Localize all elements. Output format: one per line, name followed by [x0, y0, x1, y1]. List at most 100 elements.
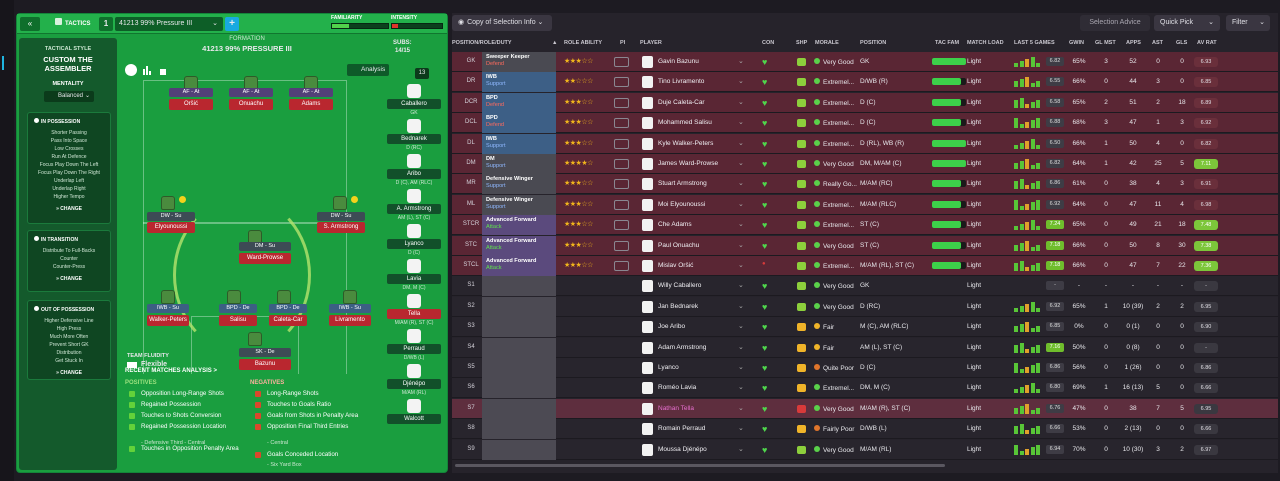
player-instructions-button[interactable] [614, 77, 629, 88]
table-row[interactable]: S9 Moussa Djénépo ⌄ ♥ Very Good M/AM (RL) Ligh… [452, 439, 1278, 460]
chevron-down-icon[interactable]: ⌄ [738, 58, 744, 65]
sk-role[interactable]: SK - De [239, 348, 291, 357]
af2-role[interactable]: AF - At [229, 88, 273, 97]
table-row[interactable]: DCR BPD Defend ★★★☆☆ Duje Caleta-Car ⌄ ♥ Extrem… [452, 92, 1278, 113]
chevron-down-icon[interactable]: ⌄ [738, 180, 744, 188]
role-duty-select[interactable]: BPD Defend [482, 113, 556, 134]
player-instructions-button[interactable] [614, 199, 629, 210]
chevron-down-icon[interactable]: ⌄ [738, 445, 744, 453]
dw-left-role[interactable]: DW - Su [147, 212, 195, 221]
tactics-tab[interactable]: TACTICS [47, 14, 91, 34]
role-duty-select[interactable] [482, 398, 556, 419]
sk-player[interactable]: Bazunu [239, 359, 291, 370]
table-row[interactable]: S5 Lyanco ⌄ ♥ Quite Poor D (C) Light 6.86 56% 0 1 … [452, 358, 1278, 378]
lock-icon[interactable] [157, 64, 169, 76]
chevron-down-icon[interactable]: ⌄ [738, 98, 744, 106]
table-row[interactable]: S4 Adam Armstrong ⌄ ♥ Fair AM (L), ST (C) Ligh… [452, 337, 1278, 358]
af1-role[interactable]: AF - At [169, 88, 213, 97]
chevron-down-icon[interactable]: ⌄ [738, 425, 744, 433]
sub-player[interactable]: Bednarek D (RC) [387, 119, 441, 151]
table-row[interactable]: DR IWB Support ★★☆☆☆ Tino Livramento ⌄ ♥ Extrem… [452, 72, 1278, 93]
chevron-down-icon[interactable]: ⌄ [738, 78, 744, 86]
player-instructions-button[interactable] [614, 179, 629, 190]
change-out-of-possession-button[interactable]: » CHANGE [56, 370, 82, 376]
player-name[interactable]: Lyanco [658, 364, 679, 371]
chevron-down-icon[interactable]: ⌄ [738, 221, 744, 229]
col-gls[interactable]: GLS [1176, 40, 1188, 46]
change-in-transition-button[interactable]: » CHANGE [56, 276, 82, 282]
table-row[interactable]: S8 Romain Perraud ⌄ ♥ Fairly Poor D/WB (L) Lig… [452, 419, 1278, 440]
copy-selection-info-button[interactable]: ◉ Copy of Selection Info ⌄ [452, 15, 552, 31]
dw-right-player[interactable]: S. Armstrong [317, 222, 365, 233]
role-duty-select[interactable] [482, 358, 556, 378]
col-gwin[interactable]: GWIN [1069, 40, 1084, 46]
chevron-down-icon[interactable]: ⌄ [738, 323, 744, 331]
player-instructions-button[interactable] [614, 261, 629, 271]
player-instructions-button[interactable] [614, 240, 629, 251]
table-row[interactable]: S6 Roméo Lavia ⌄ ♥ Extremel... DM, M (C) Light… [452, 378, 1278, 399]
role-duty-select[interactable]: IWB Support [482, 133, 556, 154]
player-name[interactable]: Moi Elyounoussi [658, 200, 706, 208]
table-row[interactable]: STC Advanced Forward Attack ★★★☆☆ Paul Onuac… [452, 235, 1278, 256]
chevron-down-icon[interactable]: ⌄ [738, 262, 744, 269]
selection-advice-button[interactable]: Selection Advice [1080, 15, 1150, 31]
col-shp[interactable]: SHP [796, 40, 808, 46]
sub-player[interactable]: Aribo D (C), AM (RLC) [387, 154, 441, 186]
player-instructions-button[interactable] [614, 159, 629, 169]
player-name[interactable]: Roméo Lavia [658, 384, 697, 392]
player-name[interactable]: Willy Caballero [658, 282, 702, 290]
chevron-down-icon[interactable]: ⌄ [738, 302, 744, 310]
player-name[interactable]: Che Adams [658, 221, 692, 229]
info-icon[interactable] [125, 64, 137, 76]
sub-player[interactable]: Perraud D/WB (L) [387, 329, 441, 361]
table-row[interactable]: S1 Willy Caballero ⌄ ♥ Very Good GK Light - - - - -… [452, 276, 1278, 297]
chevron-down-icon[interactable]: ⌄ [738, 404, 744, 412]
player-name[interactable]: Tino Livramento [658, 78, 705, 86]
iwb-right-role[interactable]: IWB - Su [329, 304, 371, 313]
sub-player[interactable]: Lavia DM, M (C) [387, 259, 441, 291]
af3-player[interactable]: Adams [289, 99, 333, 110]
table-row[interactable]: DM DM Support ★★★★☆ James Ward-Prowse ⌄ ♥ Very … [452, 154, 1278, 174]
sub-player[interactable]: Tella M/AM (R), ST (C) [387, 294, 441, 326]
dm-role[interactable]: DM - Su [239, 242, 291, 251]
iwb-left-player[interactable]: Walker-Peters [147, 315, 189, 326]
col-pi[interactable]: PI [620, 40, 626, 46]
tactic-select[interactable]: 41213 99% Pressure III ⌄ [115, 17, 223, 31]
role-duty-select[interactable]: BPD Defend [482, 92, 556, 113]
af2-player[interactable]: Onuachu [229, 99, 273, 110]
bpd-left-player[interactable]: Salisu [219, 315, 257, 326]
role-duty-select[interactable] [482, 317, 556, 338]
tactic-slot-number[interactable]: 1 [99, 17, 113, 31]
table-row[interactable]: S2 Jan Bednarek ⌄ ♥ Very Good D (RC) Light 6.92… [452, 296, 1278, 317]
player-name[interactable]: Stuart Armstrong [658, 180, 707, 188]
role-duty-select[interactable]: Sweeper Keeper Defend [482, 52, 556, 72]
player-name[interactable]: Mislav Oršić [658, 262, 694, 269]
analysis-button[interactable]: Analysis [347, 64, 389, 76]
mentality-select[interactable]: Balanced ⌄ [44, 91, 94, 102]
iwb-right-player[interactable]: Livramento [329, 315, 371, 326]
player-instructions-button[interactable] [614, 220, 629, 231]
role-duty-select[interactable]: Advanced Forward Attack [482, 256, 556, 276]
role-duty-select[interactable] [482, 378, 556, 399]
quick-pick-button[interactable]: Quick Pick ⌄ [1154, 15, 1220, 31]
bpd-left-role[interactable]: BPD - De [219, 304, 257, 313]
col-av-rat[interactable]: AV RAT [1197, 40, 1217, 46]
chevron-down-icon[interactable]: ⌄ [738, 200, 744, 208]
role-duty-select[interactable]: Advanced Forward Attack [482, 215, 556, 236]
table-row[interactable]: STCL Advanced Forward Attack ★★★☆☆ Mislav Or… [452, 256, 1278, 276]
col-morale[interactable]: MORALE [815, 40, 839, 46]
chevron-down-icon[interactable]: ⌄ [738, 139, 744, 147]
role-duty-select[interactable] [482, 439, 556, 460]
role-duty-select[interactable]: Defensive Winger Support [482, 174, 556, 195]
back-button[interactable]: « [20, 17, 40, 31]
chevron-down-icon[interactable]: ⌄ [738, 384, 744, 392]
player-name[interactable]: Adam Armstrong [658, 343, 707, 351]
table-row[interactable]: MR Defensive Winger Support ★★★☆☆ Stuart Arm… [452, 174, 1278, 195]
chevron-down-icon[interactable]: ⌄ [738, 241, 744, 249]
col-ast[interactable]: AST [1152, 40, 1163, 46]
col-con[interactable]: CON [762, 40, 775, 46]
role-duty-select[interactable] [482, 419, 556, 440]
player-name[interactable]: Kyle Walker-Peters [658, 139, 714, 147]
player-name[interactable]: Jan Bednarek [658, 302, 699, 310]
role-duty-select[interactable]: DM Support [482, 154, 556, 174]
